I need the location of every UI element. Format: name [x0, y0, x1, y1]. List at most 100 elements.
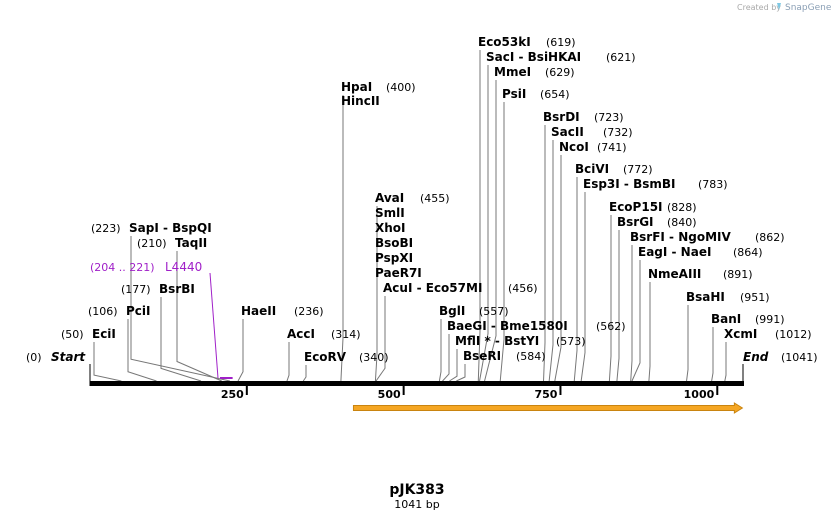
site-position-0: (50)	[61, 328, 84, 341]
site-label-31[interactable]: BsrGI	[617, 215, 654, 229]
site-position-32: (862)	[755, 231, 785, 244]
site-line-19	[449, 349, 458, 382]
site-label-24[interactable]: PsiI	[502, 87, 526, 101]
site-position-35: (951)	[740, 291, 770, 304]
site-label-22[interactable]: SacI - BsiHKAI	[486, 50, 581, 64]
site-label-4[interactable]: SapI - BspQI	[129, 221, 212, 235]
site-line-18	[442, 334, 450, 382]
site-line-25	[543, 125, 546, 382]
site-line-37	[724, 342, 727, 382]
site-line-3	[176, 251, 222, 382]
site-position-20: (584)	[516, 350, 546, 363]
site-label-17[interactable]: BglI	[439, 304, 465, 318]
site-position-7: (340)	[359, 351, 389, 364]
tick-label-0: 250	[221, 388, 244, 401]
site-line-0	[93, 342, 122, 382]
site-label-9[interactable]: HincII	[341, 94, 380, 108]
start-position: (0)	[26, 351, 42, 364]
site-line-29	[580, 192, 586, 382]
scale-ticks: 250 500 750 1000	[221, 386, 719, 401]
site-label-28[interactable]: BciVI	[575, 162, 609, 176]
site-label-37[interactable]: XcmI	[724, 327, 757, 341]
site-line-33	[631, 260, 641, 382]
site-label-35[interactable]: BsaHI	[686, 290, 725, 304]
site-position-16: (456)	[508, 282, 538, 295]
snapgene-logo-text: SnapGene	[785, 3, 832, 13]
site-position-22: (621)	[606, 51, 636, 64]
site-label-7[interactable]: EcoRV	[304, 350, 347, 364]
site-label-19[interactable]: MflI * - BstYI	[455, 334, 539, 348]
site-line-6	[286, 342, 290, 382]
feature-arrow	[352, 402, 744, 414]
site-label-3[interactable]: TaqII	[175, 236, 207, 250]
site-label-18[interactable]: BaeGI - Bme1580I	[447, 319, 568, 333]
site-label-26[interactable]: SacII	[551, 125, 584, 139]
site-line-26	[548, 140, 554, 382]
primer-line	[209, 272, 219, 379]
site-line-35	[686, 305, 689, 382]
site-label-10[interactable]: AvaI	[375, 191, 404, 205]
site-line-27	[554, 155, 562, 382]
site-position-17: (557)	[479, 305, 509, 318]
site-line-7	[302, 365, 307, 382]
site-label-29[interactable]: Esp3I - BsmBI	[583, 177, 675, 191]
site-line-36	[711, 327, 714, 382]
site-position-18: (562)	[596, 320, 626, 333]
tick-label-3: 1000	[684, 388, 715, 401]
site-position-21: (619)	[546, 36, 576, 49]
site-position-3: (210)	[137, 237, 167, 250]
site-label-1[interactable]: PciI	[126, 304, 151, 318]
site-position-26: (732)	[603, 126, 633, 139]
site-label-2[interactable]: BsrBI	[159, 282, 195, 296]
credit-prefix: Created by	[737, 3, 781, 12]
site-line-34	[648, 282, 651, 382]
site-position-31: (840)	[667, 216, 697, 229]
site-position-36: (991)	[755, 313, 785, 326]
site-labels: EciI (50) PciI (106) BsrBI (177) TaqII (210) Sap…	[61, 35, 812, 364]
site-label-23[interactable]: MmeI	[494, 65, 531, 79]
site-label-14[interactable]: PspXI	[375, 251, 413, 265]
start-label: Start	[51, 350, 86, 364]
site-label-20[interactable]: BseRI	[463, 349, 501, 363]
site-line-16	[375, 296, 386, 382]
site-line-31	[616, 230, 620, 382]
site-label-33[interactable]: EagI - NaeI	[638, 245, 711, 259]
site-label-30[interactable]: EcoP15I	[609, 200, 663, 214]
site-line-10	[374, 206, 378, 382]
plasmid-title: pJK383	[389, 482, 444, 498]
site-position-30: (828)	[667, 201, 697, 214]
site-position-19: (573)	[556, 335, 586, 348]
site-line-28	[573, 177, 578, 382]
site-position-10: (455)	[420, 192, 450, 205]
site-label-6[interactable]: AccI	[287, 327, 315, 341]
site-line-2	[160, 297, 202, 382]
primer-position: (204 .. 221)	[90, 261, 155, 274]
tick-label-2: 750	[534, 388, 557, 401]
site-label-27[interactable]: NcoI	[559, 140, 589, 154]
site-label-5[interactable]: HaeII	[241, 304, 276, 318]
site-line-5	[237, 319, 244, 382]
primer-label: L4440	[165, 260, 202, 274]
site-position-4: (223)	[91, 222, 121, 235]
site-label-15[interactable]: PaeR7I	[375, 266, 422, 280]
site-line-23	[484, 80, 497, 382]
site-label-25[interactable]: BsrDI	[543, 110, 580, 124]
site-label-0[interactable]: EciI	[92, 327, 116, 341]
site-label-16[interactable]: AcuI - Eco57MI	[383, 281, 482, 295]
site-label-8[interactable]: HpaI	[341, 80, 372, 94]
site-label-32[interactable]: BsrFI - NgoMIV	[630, 230, 731, 244]
site-label-36[interactable]: BanI	[711, 312, 741, 326]
site-line-24	[499, 102, 505, 382]
site-label-12[interactable]: XhoI	[375, 221, 406, 235]
site-line-21	[477, 50, 481, 382]
site-label-34[interactable]: NmeAIII	[648, 267, 701, 281]
site-line-30	[608, 215, 612, 382]
site-label-11[interactable]: SmlI	[375, 206, 405, 220]
tick-label-1: 500	[378, 388, 401, 401]
site-label-13[interactable]: BsoBI	[375, 236, 413, 250]
site-position-29: (783)	[698, 178, 728, 191]
site-label-21[interactable]: Eco53kI	[478, 35, 531, 49]
site-line-20	[456, 364, 466, 382]
site-position-37: (1012)	[775, 328, 812, 341]
site-position-28: (772)	[623, 163, 653, 176]
